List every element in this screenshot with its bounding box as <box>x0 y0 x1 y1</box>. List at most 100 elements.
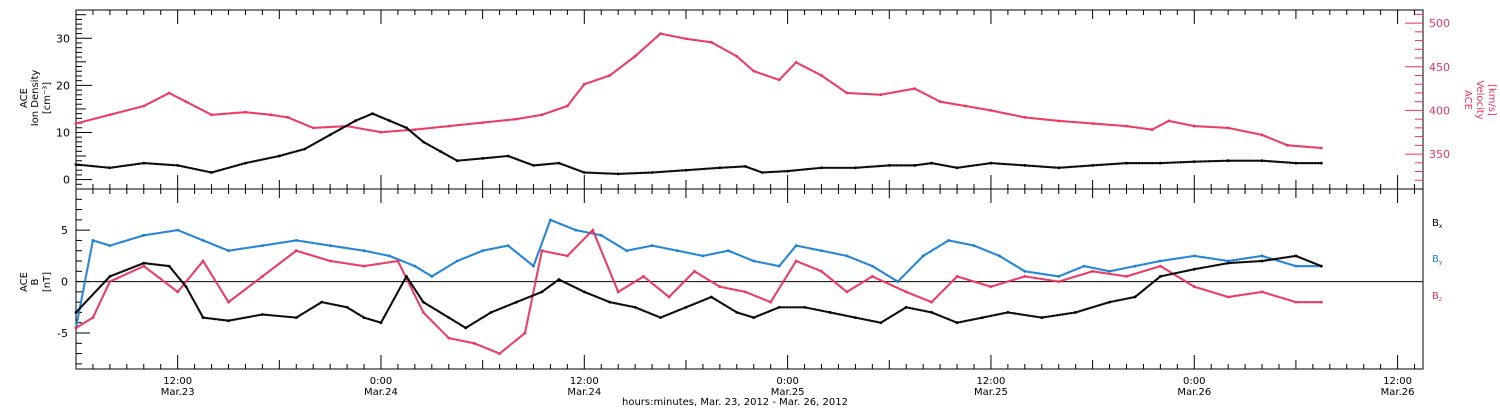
velocity-point <box>913 87 917 90</box>
by-point <box>701 254 705 258</box>
bx-point <box>684 305 688 309</box>
bz-point <box>540 249 544 253</box>
bx-point <box>320 300 324 304</box>
bz-point <box>472 341 476 345</box>
density-point <box>210 171 213 174</box>
time-tick-label: 12:00 <box>977 376 1006 387</box>
date-tick-label: Mar.26 <box>1381 387 1415 398</box>
velocity-point <box>311 126 315 130</box>
density-point <box>388 119 391 123</box>
bz-point <box>1226 295 1230 299</box>
bx-point <box>227 319 230 323</box>
bz-point <box>523 331 527 335</box>
bx-point <box>1006 311 1010 314</box>
bx-point <box>879 321 883 325</box>
legend-by: By <box>1432 254 1443 266</box>
velocity-axis-label-line1: ACE <box>1462 90 1473 110</box>
bz-point <box>743 290 747 294</box>
density-point <box>718 166 722 170</box>
velocity-point <box>447 124 451 128</box>
bx-point <box>167 264 171 268</box>
bz-point <box>667 295 671 299</box>
bx-point <box>1294 254 1298 258</box>
by-point <box>1023 269 1027 273</box>
bx-point <box>633 305 637 309</box>
time-tick-label: 0:00 <box>1183 376 1205 387</box>
by-point <box>1294 264 1298 268</box>
bx-point <box>955 321 959 325</box>
by-point <box>108 244 112 248</box>
by-point <box>625 249 629 253</box>
by-point <box>972 244 976 248</box>
density-point <box>1159 161 1162 165</box>
bx-point <box>828 311 832 314</box>
by-point <box>142 233 146 237</box>
by-point <box>1226 259 1230 263</box>
bz-point <box>718 285 722 289</box>
density-point <box>506 154 510 158</box>
by-point <box>870 264 874 268</box>
velocity-point <box>710 40 713 44</box>
velocity-point <box>269 113 273 117</box>
by-point <box>650 244 654 248</box>
by-point <box>752 259 756 263</box>
density-axis-ticks: 0 10 20 30 <box>56 14 92 187</box>
velocity-tick-label: 400 <box>1429 104 1450 117</box>
velocity-point <box>210 113 213 117</box>
bx-point <box>659 316 662 319</box>
bz-point <box>794 259 798 263</box>
bz-trace <box>74 228 1323 355</box>
bz-point <box>820 269 823 273</box>
density-point <box>455 159 459 163</box>
velocity-point <box>1260 133 1264 137</box>
bz-point <box>1159 264 1162 268</box>
velocity-point <box>879 93 883 97</box>
density-point <box>1294 161 1298 165</box>
bz-point <box>1125 275 1128 278</box>
by-point <box>91 239 95 242</box>
density-point <box>1091 164 1094 167</box>
density-point <box>371 112 374 115</box>
by-point <box>506 244 510 248</box>
density-point <box>650 171 654 174</box>
by-point <box>1057 275 1061 278</box>
velocity-point <box>184 100 188 104</box>
density-point <box>532 164 535 167</box>
bz-point <box>108 280 112 283</box>
bx-point <box>582 290 586 294</box>
by-point <box>1108 269 1111 273</box>
density-point <box>1023 164 1027 167</box>
density-point <box>244 161 247 165</box>
bx-point <box>184 285 188 289</box>
bz-point <box>1023 275 1027 278</box>
date-tick-label: Mar.23 <box>161 387 195 398</box>
density-point <box>354 119 357 123</box>
density-point <box>616 172 620 176</box>
velocity-point <box>989 109 993 112</box>
bx-point <box>362 316 366 319</box>
bottom-panel-data <box>74 218 1323 355</box>
density-point <box>1226 159 1230 163</box>
legend-bx: Bx <box>1432 218 1443 230</box>
by-point <box>328 244 332 248</box>
b-tick-label: 5 <box>61 224 68 237</box>
density-trace <box>74 112 1323 176</box>
density-point <box>820 166 823 170</box>
density-point <box>955 166 959 170</box>
bx-point <box>405 275 408 278</box>
time-tick-label: 12:00 <box>570 376 599 387</box>
density-point <box>74 163 78 166</box>
bx-point <box>1074 311 1078 314</box>
b-axis-label-line2: B <box>30 278 41 285</box>
time-axis: 12:00Mar.230:00Mar.2412:00Mar.240:00Mar.… <box>75 10 1416 398</box>
by-point <box>261 244 264 248</box>
bx-point <box>752 316 756 319</box>
velocity-point <box>74 122 78 125</box>
density-point <box>108 166 112 170</box>
density-tick-label: 20 <box>56 79 70 92</box>
bx-point <box>1159 275 1162 278</box>
by-point <box>430 275 434 278</box>
density-point <box>582 171 586 174</box>
velocity-axis-ticks: 350 400 450 500 <box>1405 13 1450 181</box>
bz-point <box>845 290 849 294</box>
